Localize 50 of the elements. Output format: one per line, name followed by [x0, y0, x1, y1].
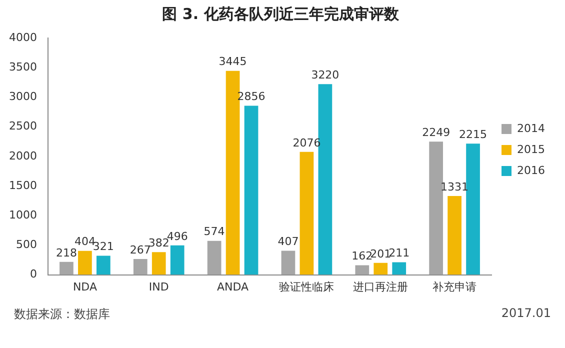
- data-label: 2215: [459, 128, 488, 142]
- bar: [60, 262, 74, 275]
- data-label: 321: [92, 240, 114, 254]
- bar: [96, 256, 110, 275]
- y-tick-label: 1000: [8, 208, 37, 222]
- bar: [355, 265, 370, 275]
- bar: [207, 240, 222, 275]
- legend-label: 2016: [517, 164, 546, 177]
- data-label: 574: [204, 225, 225, 238]
- data-label: 3445: [218, 55, 247, 68]
- text: 2017.01: [501, 306, 551, 320]
- bar: [374, 262, 388, 275]
- bar: [466, 144, 480, 275]
- data-label: 2249: [422, 126, 450, 140]
- y-tick-label: 0: [30, 268, 37, 281]
- y-tick-label: 3500: [8, 60, 37, 74]
- bar: [152, 252, 166, 275]
- bar: [392, 262, 406, 275]
- chart-title: 图 3. 化药各队列近三年完成审评数: [162, 4, 400, 23]
- x-tick-label: 进口再注册: [353, 280, 408, 294]
- y-tick-label: 1500: [8, 178, 37, 192]
- bar: [133, 258, 148, 275]
- y-tick-label: 500: [16, 238, 37, 252]
- legend-label: 2014: [517, 122, 546, 135]
- source-note: 数据来源：数据库: [14, 306, 110, 323]
- data-label: 211: [388, 246, 410, 260]
- data-label: 3220: [311, 68, 340, 82]
- x-tick-label: ANDA: [217, 280, 250, 294]
- bar: [429, 142, 443, 275]
- bar: [318, 84, 332, 275]
- bar: [281, 250, 296, 275]
- y-tick-label: 4000: [8, 30, 37, 44]
- x-tick-label: IND: [148, 280, 169, 294]
- bar: [78, 250, 92, 275]
- data-label: 407: [278, 235, 299, 248]
- y-tick-label: 3000: [8, 90, 37, 104]
- y-tick-label: 2500: [8, 120, 37, 133]
- data-label: 218: [56, 246, 77, 260]
- x-tick-label: 补充申请: [432, 280, 477, 294]
- data-label: 267: [130, 243, 151, 256]
- bar: [244, 106, 258, 275]
- x-tick-label: 验证性临床: [279, 280, 334, 294]
- bar: [448, 196, 462, 275]
- bar: [170, 245, 184, 275]
- bar: [300, 152, 314, 275]
- bar: [226, 70, 240, 275]
- y-tick-label: 2000: [8, 149, 37, 162]
- x-tick-label: NDA: [72, 280, 98, 294]
- data-label: 404: [74, 235, 96, 248]
- legend-label: 2015: [517, 142, 546, 156]
